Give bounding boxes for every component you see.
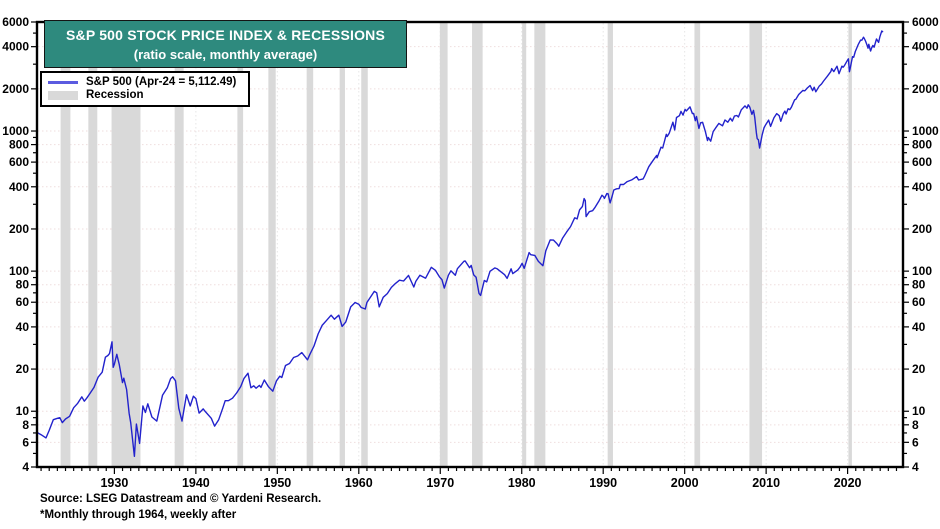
legend-row-recession: Recession (48, 89, 244, 102)
y-axis-left-label: 1000 (2, 124, 29, 138)
y-axis-left-label: 2000 (2, 82, 29, 96)
y-axis-right-label: 4 (912, 460, 919, 474)
recession-band (237, 23, 244, 466)
y-axis-right-label: 400 (912, 180, 932, 194)
y-axis-right-label: 4000 (912, 40, 939, 54)
y-axis-left-label: 600 (9, 155, 29, 169)
recession-legend-label: Recession (86, 89, 144, 101)
chart-title-box: S&P 500 STOCK PRICE INDEX & RECESSIONS (… (44, 20, 407, 68)
y-axis-left-label: 20 (16, 362, 30, 376)
sp500-line (37, 30, 884, 457)
recession-swatch (48, 91, 78, 100)
recession-band (361, 23, 368, 466)
source-text: Source: LSEG Datastream and © Yardeni Re… (40, 493, 322, 505)
recession-band (439, 23, 448, 466)
sp500-line-swatch (48, 81, 78, 84)
recession-band (472, 23, 483, 466)
y-axis-left-label: 4 (22, 460, 29, 474)
x-tick-label: 2010 (752, 476, 780, 490)
recession-band (848, 23, 852, 466)
y-axis-left-label: 200 (9, 222, 29, 236)
y-axis-right-label: 20 (912, 362, 926, 376)
y-axis-right-label: 6 (912, 435, 919, 449)
y-axis-right-label: 2000 (912, 82, 939, 96)
y-axis-left-label: 6000 (2, 15, 29, 29)
x-tick-label: 1990 (589, 476, 617, 490)
y-axis-left-label: 400 (9, 180, 29, 194)
y-axis-right-label: 100 (912, 264, 932, 278)
legend-box: S&P 500 (Apr-24 = 5,112.49) Recession (40, 71, 250, 107)
chart-subtitle: (ratio scale, monthly average) (133, 47, 318, 62)
y-axis-left-label: 8 (22, 418, 29, 432)
y-axis-left-label: 6 (22, 435, 29, 449)
plot-frame (35, 20, 905, 469)
y-axis-right-label: 80 (912, 278, 926, 292)
chart-title: S&P 500 STOCK PRICE INDEX & RECESSIONS (65, 27, 386, 43)
x-tick-label: 1950 (263, 476, 291, 490)
sp500-legend-label: S&P 500 (Apr-24 = 5,112.49) (86, 76, 237, 88)
recession-band (268, 23, 276, 466)
footnote-text: *Monthly through 1964, weekly after (40, 509, 237, 521)
y-axis-right-label: 200 (912, 222, 932, 236)
recession-band (522, 23, 527, 466)
recession-band (174, 23, 184, 466)
y-axis-right-label: 40 (912, 320, 926, 334)
x-tick-label: 1960 (345, 476, 373, 490)
legend-row-sp500: S&P 500 (Apr-24 = 5,112.49) (48, 76, 244, 89)
recession-band (749, 23, 763, 466)
y-axis-right-label: 1000 (912, 124, 939, 138)
recession-band (306, 23, 314, 466)
y-axis-left-label: 100 (9, 264, 29, 278)
y-axis-right-label: 8 (912, 418, 919, 432)
y-axis-right-label: 800 (912, 138, 932, 152)
recession-band (60, 23, 71, 466)
y-axis-left-label: 4000 (2, 40, 29, 54)
x-tick-label: 1980 (508, 476, 536, 490)
recession-band (339, 23, 345, 466)
y-axis-left-label: 80 (16, 278, 30, 292)
x-tick-label: 1970 (426, 476, 454, 490)
x-tick-label: 2000 (671, 476, 699, 490)
y-axis-left-label: 800 (9, 138, 29, 152)
y-axis-right-label: 6000 (912, 15, 939, 29)
x-tick-label: 1940 (182, 476, 210, 490)
y-axis-left-label: 60 (16, 295, 30, 309)
recession-band (88, 23, 98, 466)
y-axis-right-label: 600 (912, 155, 932, 169)
x-tick-label: 1930 (100, 476, 128, 490)
y-axis-left-label: 40 (16, 320, 30, 334)
y-axis-right-label: 10 (912, 404, 926, 418)
recession-band (607, 23, 613, 466)
recession-band (534, 23, 546, 466)
y-axis-left-label: 10 (16, 404, 30, 418)
recession-band (694, 23, 701, 466)
x-tick-label: 2020 (834, 476, 862, 490)
y-axis-right-label: 60 (912, 295, 926, 309)
